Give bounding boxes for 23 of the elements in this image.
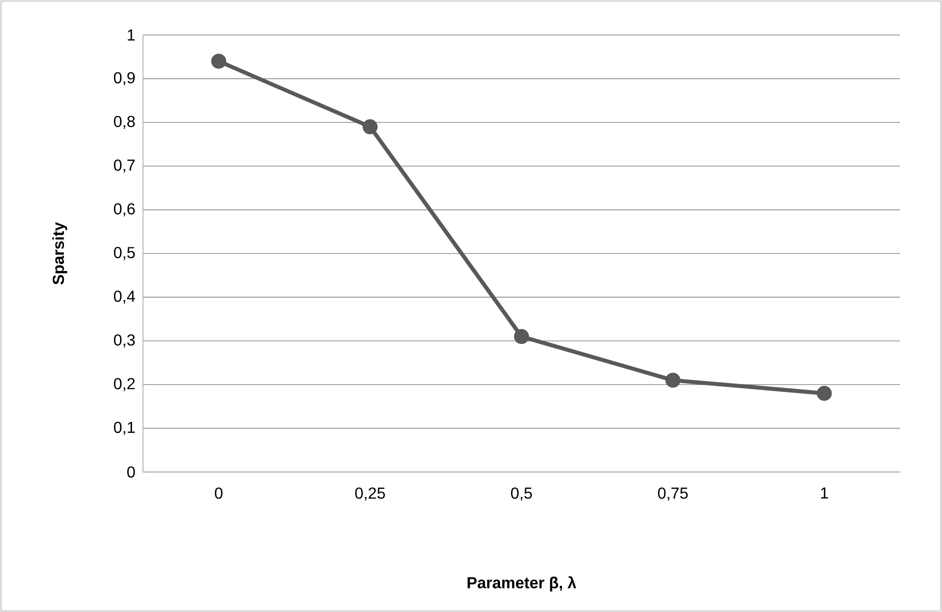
point <box>665 372 680 388</box>
y-tick-label: 0,1 <box>114 422 135 435</box>
y-axis-title: Sparsity <box>52 222 68 284</box>
point <box>362 119 378 134</box>
y-tick-label: 0,6 <box>114 203 135 216</box>
x-tick-label: 1 <box>821 488 828 498</box>
point <box>211 54 226 69</box>
x-axis-title: Parameter β, λ <box>468 576 576 592</box>
x-tick-label: 0,25 <box>355 488 385 501</box>
y-tick-label: 0,7 <box>114 160 135 173</box>
y-tick-label: 0,2 <box>114 378 135 392</box>
y-tick-label: 0,3 <box>114 334 135 348</box>
point <box>816 386 832 401</box>
y-tick-label: 0,8 <box>114 116 135 129</box>
x-tick-label: 0,5 <box>511 488 532 501</box>
y-tick-label: 1 <box>128 30 135 40</box>
y-tick-label: 0,4 <box>114 290 136 304</box>
y-tick-label: 0,5 <box>114 246 135 260</box>
y-tick-label: 0 <box>127 466 135 478</box>
y-tick-label: 0,9 <box>114 72 135 86</box>
x-tick-label: 0 <box>214 488 223 499</box>
x-tick-label: 0,75 <box>658 488 688 501</box>
point <box>514 329 530 344</box>
